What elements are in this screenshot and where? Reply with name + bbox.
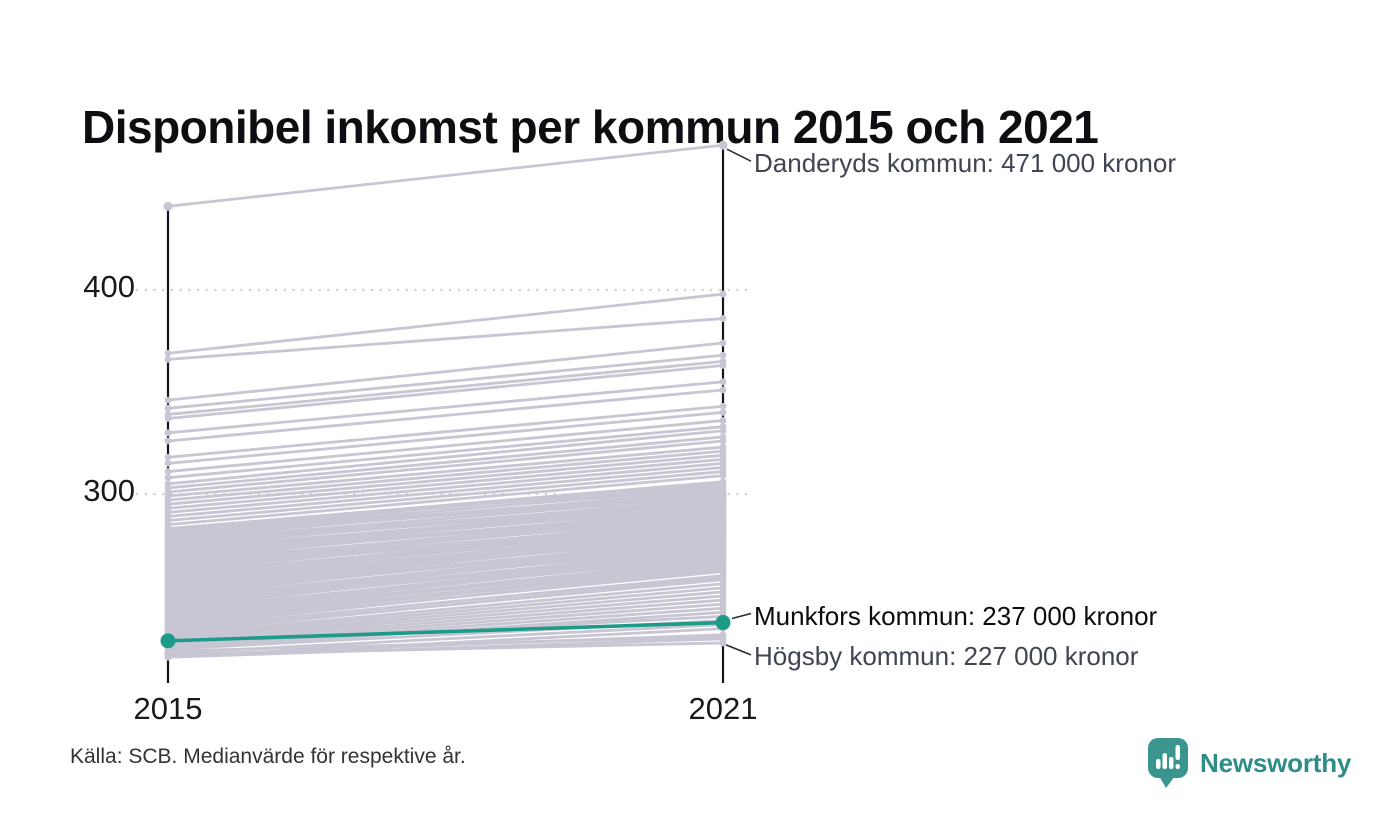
annotation-munkfors: Munkfors kommun: 237 000 kronor bbox=[754, 600, 1158, 631]
x-label-2021: 2021 bbox=[688, 691, 758, 726]
chart-title: Disponibel inkomst per kommun 2015 och 2… bbox=[82, 100, 1099, 153]
annotation-danderyd: Danderyds kommun: 471 000 kronor bbox=[754, 148, 1177, 179]
annotation-hogsby: Högsby kommun: 227 000 kronor bbox=[754, 640, 1139, 671]
y-tick-label-400: 400 bbox=[83, 269, 135, 304]
x-label-2015: 2015 bbox=[133, 691, 203, 726]
newsworthy-icon bbox=[1148, 738, 1188, 788]
source-note: Källa: SCB. Medianvärde för respektive å… bbox=[70, 745, 466, 768]
y-tick-label-300: 300 bbox=[83, 473, 135, 508]
newsworthy-wordmark: Newsworthy bbox=[1200, 747, 1352, 778]
newsworthy-logo: Newsworthy bbox=[1146, 737, 1351, 789]
